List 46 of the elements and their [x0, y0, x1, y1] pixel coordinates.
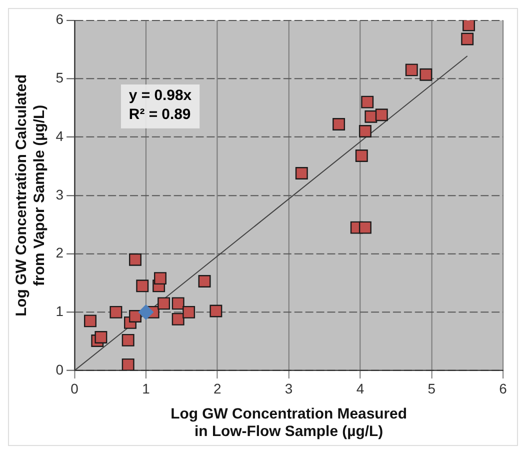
point [364, 110, 378, 123]
y-tick-label: 1 [56, 303, 64, 320]
x-tick-label: 4 [356, 380, 364, 397]
y-axis-title: Log GW Concentration Calculated from Vapor Sample (µg/L) [13, 74, 48, 316]
x-tick-label: 0 [70, 380, 79, 397]
point [138, 304, 154, 320]
y-tick-label: 0 [56, 361, 64, 378]
point [129, 310, 142, 322]
point [122, 358, 134, 371]
point [375, 108, 388, 122]
x-tick-label: 5 [428, 380, 436, 397]
point [172, 312, 184, 326]
point [361, 96, 374, 108]
point [358, 125, 372, 138]
point [405, 64, 418, 76]
x-tick-label: 3 [284, 380, 293, 397]
y-tick-label: 4 [56, 128, 64, 144]
point [332, 118, 346, 130]
point [158, 297, 170, 310]
point [358, 221, 372, 234]
annotation: R² = 0.89 [128, 106, 191, 124]
point [461, 32, 474, 46]
point [136, 280, 149, 292]
y-tick-label: 3 [56, 186, 64, 202]
x-tick-label: 6 [499, 380, 508, 397]
y-tick-label: 2 [56, 244, 64, 261]
x-axis-title: Log GW Concentration Measured in Low-Flow Sample (µg/L) [170, 405, 407, 440]
point [129, 253, 142, 266]
point [295, 167, 308, 180]
point [210, 304, 222, 318]
point [182, 306, 196, 318]
point [154, 272, 166, 285]
point [122, 334, 134, 346]
annotation: y = 0.98x [128, 87, 192, 104]
point [94, 331, 108, 344]
point [84, 314, 96, 328]
x-tick-label: 2 [213, 380, 222, 397]
point [420, 68, 432, 81]
point [462, 20, 476, 32]
point [172, 297, 184, 310]
x-tick-label: 1 [142, 380, 150, 397]
point [110, 306, 122, 318]
point [198, 275, 211, 288]
y-tick-label: 6 [56, 11, 64, 28]
y-tick-label: 5 [56, 70, 64, 86]
point [355, 150, 368, 162]
